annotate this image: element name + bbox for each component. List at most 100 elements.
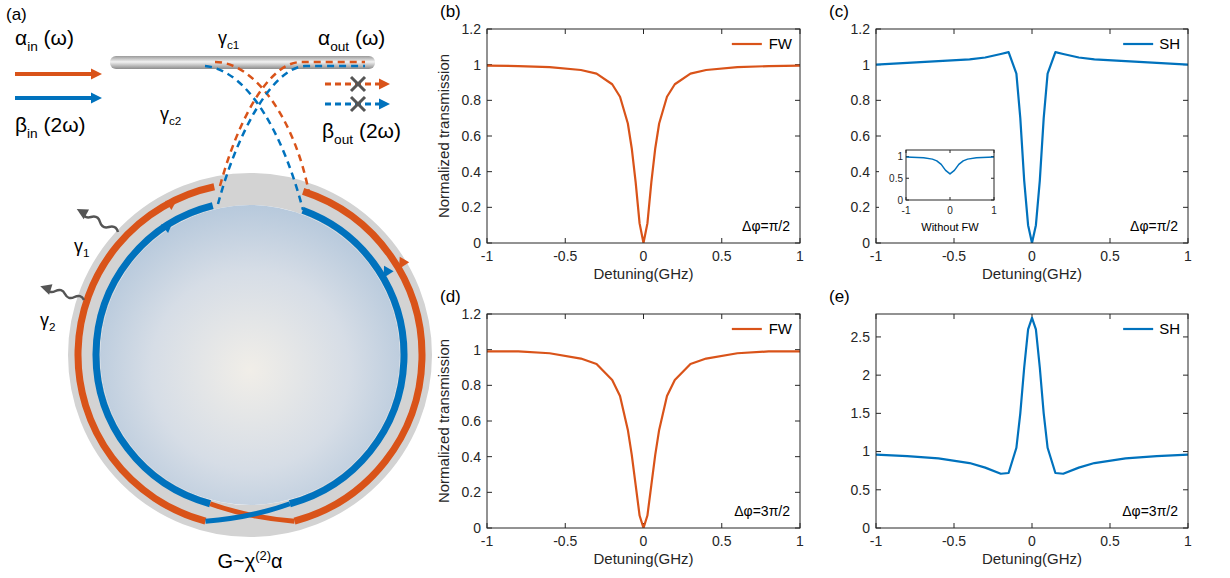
- x-axis-title: Detuning(GHz): [982, 265, 1082, 282]
- diagram: [15, 56, 422, 521]
- coupling: [205, 66, 303, 210]
- y-tick: [487, 421, 492, 422]
- y-tick-label: 0.6: [462, 413, 482, 429]
- y-tick: [876, 100, 881, 101]
- diagram-label: αout (ω): [318, 26, 385, 54]
- chart: -1-0.500.5100.20.40.60.811.2Detuning(GHz…: [851, 21, 1193, 282]
- legend-label: SH: [1159, 320, 1180, 337]
- legend-swatch: [732, 328, 762, 330]
- y-tick: [1183, 100, 1188, 101]
- legend-swatch: [1123, 328, 1153, 330]
- x-tick: [565, 314, 566, 319]
- y-tick-label: 0.6: [462, 128, 482, 144]
- y-tick: [795, 100, 800, 101]
- y-tick: [795, 171, 800, 172]
- figure: αin (ω)βin (2ω)αout (ω)βout (2ω)γc1γc2γ1…: [0, 0, 1230, 578]
- label-tail: (ω): [38, 26, 74, 49]
- y-tick: [1183, 207, 1188, 208]
- y-tick-label: 0: [862, 520, 870, 536]
- x-tick-label: 0: [640, 533, 648, 549]
- arrow-head: [379, 79, 390, 90]
- x-tick: [1110, 29, 1111, 34]
- arrow-head: [39, 281, 53, 295]
- series-line: [876, 318, 1188, 474]
- x-tick: [1110, 314, 1111, 319]
- y-tick-label: 0.4: [462, 164, 482, 180]
- label-main: α: [318, 26, 330, 49]
- loss-arrow: [82, 212, 118, 232]
- x-tick-label: 0: [947, 205, 953, 216]
- y-tick: [487, 492, 492, 493]
- x-tick: [565, 29, 566, 34]
- x-tick: [643, 29, 644, 34]
- y-tick-label: 0.5: [889, 173, 903, 184]
- arrow-head: [379, 99, 390, 110]
- label-main: γ: [218, 28, 227, 48]
- label-main: γ: [40, 310, 49, 330]
- label-main: β: [15, 113, 27, 136]
- x-tick-label: 1: [1184, 248, 1192, 264]
- y-tick-label: 1: [862, 57, 870, 73]
- y-tick-label: 1: [473, 57, 481, 73]
- legend-swatch: [732, 43, 762, 45]
- y-tick-label: 1.5: [851, 405, 871, 421]
- plot-area: [876, 52, 1188, 243]
- input-arrow: [15, 96, 92, 100]
- x-tick-label: 1: [796, 248, 804, 264]
- label-main: β: [322, 119, 334, 142]
- x-tick-label: 0: [640, 248, 648, 264]
- arrow-head: [161, 217, 176, 232]
- y-tick: [1183, 136, 1188, 137]
- y-tick-label: 0.8: [462, 92, 482, 108]
- diagram-label: γc1: [218, 28, 239, 51]
- ring: [84, 189, 416, 521]
- y-tick-label: 1.2: [851, 21, 871, 37]
- x-tick-label: 1: [991, 205, 997, 216]
- x-tick: [1110, 523, 1111, 528]
- x-tick: [1032, 29, 1033, 34]
- x-tick-label: -0.5: [942, 248, 966, 264]
- disk: [100, 205, 400, 505]
- y-tick: [487, 207, 492, 208]
- x-axis-title: Detuning(GHz): [593, 550, 693, 567]
- y-tick-label: 0.4: [462, 449, 482, 465]
- blocked: [351, 77, 365, 91]
- y-tick: [1183, 375, 1188, 376]
- y-tick-label: 2: [862, 367, 870, 383]
- arrow-head: [379, 266, 394, 281]
- x-tick: [954, 523, 955, 528]
- annotation: Δφ=3π/2: [734, 503, 790, 519]
- annotation: Without FW: [921, 221, 979, 233]
- label-sub: c1: [227, 38, 239, 51]
- x-tick: [954, 238, 955, 243]
- plot-area: [876, 318, 1188, 474]
- coupling: [220, 62, 365, 186]
- panel-label: (e): [829, 287, 850, 306]
- y-tick: [795, 421, 800, 422]
- series-line: [876, 52, 1188, 243]
- label-main: γ: [160, 104, 169, 124]
- y-tick-label: 1: [897, 151, 903, 162]
- diagram-label: γ2: [40, 310, 56, 333]
- legend-label: FW: [769, 35, 793, 52]
- label-main: α: [15, 26, 27, 49]
- annotation: Δφ=π/2: [1130, 218, 1178, 234]
- y-tick: [795, 456, 800, 457]
- y-tick: [795, 207, 800, 208]
- series-line: [487, 351, 800, 528]
- y-tick: [1183, 451, 1188, 452]
- y-tick-label: 0.6: [851, 128, 871, 144]
- label-sub: in: [27, 126, 38, 141]
- diagram-label: βin (2ω): [15, 113, 86, 141]
- x-tick-label: 0.5: [712, 248, 732, 264]
- x-tick: [565, 523, 566, 528]
- arrow-head: [91, 93, 102, 104]
- arrow-head: [165, 195, 180, 210]
- y-tick: [876, 413, 881, 414]
- x-tick: [1110, 238, 1111, 243]
- y-tick-label: 1.2: [462, 306, 482, 322]
- series-line: [487, 66, 800, 243]
- x-tick-label: -1: [902, 205, 911, 216]
- inset-chart: -10100.51Without FW: [879, 144, 1001, 238]
- label-tail: (ω): [349, 26, 385, 49]
